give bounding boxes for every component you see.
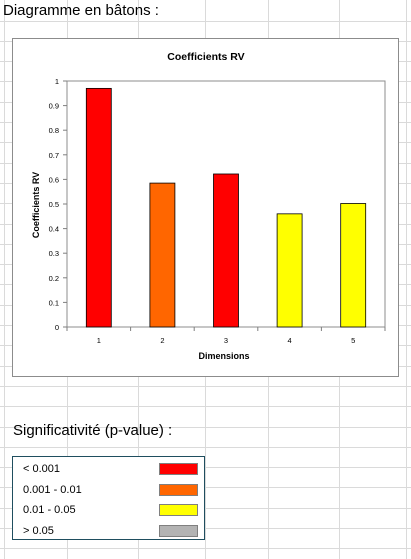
- y-tick-label: 0.6: [49, 175, 59, 184]
- legend-row: > 0.05: [13, 521, 204, 542]
- legend-row: < 0.001: [13, 459, 204, 480]
- y-tick-label: 0: [55, 323, 59, 332]
- y-tick-label: 0.1: [49, 298, 59, 307]
- legend-swatch: [159, 524, 198, 537]
- y-tick-label: 1: [55, 77, 59, 86]
- significance-legend: < 0.001 0.001 - 0.01 0.01 - 0.05 > 0.05: [12, 456, 205, 540]
- legend-label: < 0.001: [23, 463, 61, 475]
- x-tick-label: 5: [351, 336, 355, 345]
- legend-label: > 0.05: [23, 524, 54, 537]
- chart-title: Coefficients RV: [167, 51, 244, 63]
- x-axis-title: Dimensions: [198, 351, 249, 361]
- legend-row: 0.001 - 0.01: [13, 480, 204, 501]
- bar-dimension-2[interactable]: [149, 182, 176, 328]
- y-axis-title: Coefficients RV: [31, 172, 41, 238]
- y-tick-label: 0.3: [49, 249, 59, 258]
- y-tick-label: 0.5: [49, 200, 59, 209]
- sheet-heading: Diagramme en bâtons :: [3, 2, 159, 19]
- x-tick-label: 3: [224, 336, 228, 345]
- legend-label: 0.01 - 0.05: [23, 504, 76, 516]
- bar-dimension-4[interactable]: [276, 213, 303, 328]
- legend-swatch: [159, 483, 198, 496]
- x-tick-label: 4: [288, 336, 292, 345]
- legend-swatch: [159, 504, 198, 516]
- bar-dimension-5[interactable]: [340, 203, 367, 328]
- y-tick-label: 0.2: [49, 274, 59, 283]
- chart-container[interactable]: Coefficients RV 0 0.1 0.2 0.3 0.4 0.5 0.6 0.7 0.…: [12, 38, 399, 377]
- x-tick-label: 2: [160, 336, 164, 345]
- bar-dimension-1[interactable]: [85, 87, 112, 328]
- legend-swatch: [159, 463, 198, 475]
- bar-dimension-3[interactable]: [213, 173, 239, 328]
- y-tick-label: 0.7: [49, 151, 59, 160]
- x-tick-label: 1: [97, 336, 101, 345]
- significance-heading: Significativité (p-value) :: [13, 422, 173, 439]
- y-tick-label: 0.8: [49, 126, 59, 135]
- y-tick-label: 0.9: [49, 102, 59, 111]
- bar-chart: Coefficients RV 0 0.1 0.2 0.3 0.4 0.5 0.6 0.7 0.…: [31, 51, 386, 361]
- legend-label: 0.001 - 0.01: [23, 483, 82, 496]
- legend-row: 0.01 - 0.05: [13, 500, 204, 521]
- y-tick-label: 0.4: [49, 225, 59, 234]
